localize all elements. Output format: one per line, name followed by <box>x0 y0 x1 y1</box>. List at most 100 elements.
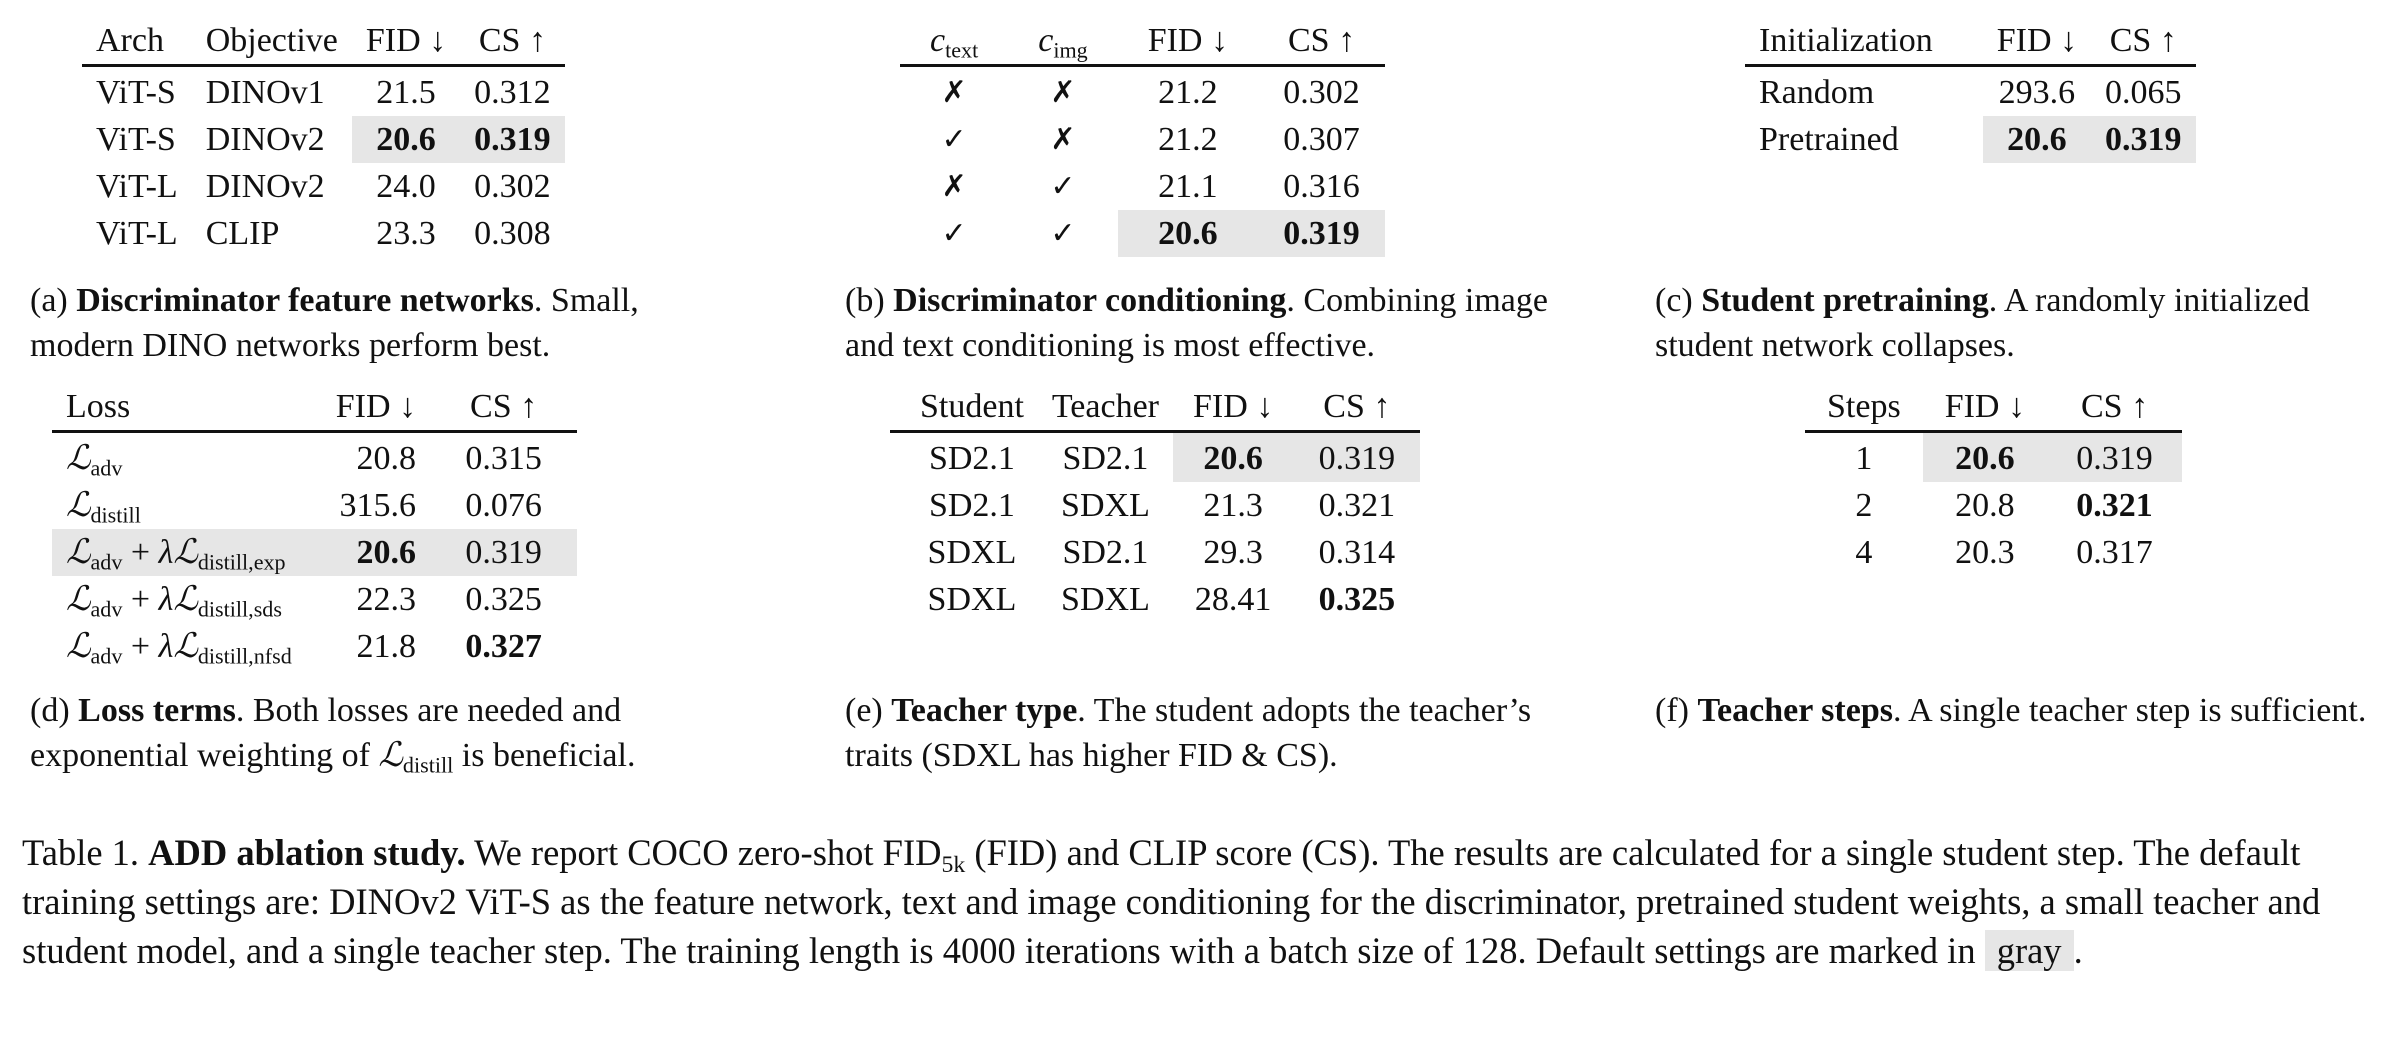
table-row: ViT-L CLIP 23.3 0.308 <box>82 210 565 257</box>
cell-img-cond: ✓ <box>1050 168 1076 204</box>
caption-title: Student pretraining <box>1701 282 1989 319</box>
fid-subscript: 5k <box>941 852 966 879</box>
header-cs: CS ↑ <box>2109 22 2177 59</box>
table-row: 2 20.8 0.321 <box>1805 482 2182 529</box>
table-row: ✗ ✓ 21.1 0.316 <box>900 163 1385 210</box>
panel-a: Arch Objective FID ↓ CS ↑ ViT-S DINOv1 2… <box>82 22 565 257</box>
cell-fid: 21.2 <box>1158 73 1218 111</box>
caption-title: Loss terms <box>78 692 236 729</box>
cell-cs-default: 0.319 <box>430 529 578 576</box>
table-e-teacher-type: Student Teacher FID ↓ CS ↑ SD2.1 SD2.1 2… <box>890 388 1421 623</box>
table-row: Pretrained 20.6 0.319 <box>1745 116 2196 163</box>
cell-fid: 21.3 <box>1203 486 1263 524</box>
panel-b: ctext cimg FID ↓ CS ↑ ✗ ✗ 21.2 0.302 ✓ ✗… <box>900 22 1386 257</box>
cell-student: SDXL <box>927 533 1017 571</box>
cell-cs: 0.316 <box>1283 167 1360 205</box>
cell-fid: 20.8 <box>356 439 417 477</box>
table-e-header: Student Teacher FID ↓ CS ↑ <box>890 388 1421 432</box>
cell-loss-adv-distill-exp: ℒadv + λℒdistill,exp <box>52 529 306 576</box>
table-d-header: Loss FID ↓ CS ↑ <box>52 388 578 432</box>
table-row: ✓ ✗ 21.2 0.307 <box>900 116 1385 163</box>
caption-c: (c) Student pretraining. A randomly init… <box>1655 278 2375 368</box>
cell-cs-default: 0.319 <box>2046 431 2183 482</box>
cell-text-cond: ✓ <box>941 121 967 157</box>
cell-steps: 1 <box>1855 439 1873 477</box>
cell-fid: 23.3 <box>376 214 436 252</box>
cell-cs: 0.321 <box>1318 486 1396 524</box>
cell-cs: 0.315 <box>465 439 542 477</box>
cell-cs-default: 0.319 <box>1293 431 1421 482</box>
table-row: ViT-S DINOv2 20.6 0.319 <box>82 116 565 163</box>
table-f-header: Steps FID ↓ CS ↑ <box>1805 388 2183 432</box>
header-c-img: cimg <box>1038 22 1088 63</box>
caption-text: . A single teacher step is sufficient. <box>1892 692 2367 729</box>
header-arch: Arch <box>96 22 164 59</box>
cell-fid: 21.5 <box>376 73 436 111</box>
caption-d: (d) Loss terms. Both losses are needed a… <box>30 692 636 778</box>
cell-cs-best: 0.327 <box>465 627 542 665</box>
caption-text: . Both losses are needed and exponential… <box>30 692 622 774</box>
cell-objective: CLIP <box>205 214 280 252</box>
header-initialization: Initialization <box>1759 22 1933 59</box>
cell-cs-default: 0.319 <box>460 116 565 163</box>
cell-fid: 21.8 <box>356 627 417 665</box>
table-caption-text-3: . <box>2073 930 2083 971</box>
table-row: ℒdistill 315.6 0.076 <box>52 482 577 529</box>
caption-title: Discriminator conditioning <box>893 282 1287 319</box>
table-c-pretraining: Initialization FID ↓ CS ↑ Random 293.6 0… <box>1745 22 2196 163</box>
cell-cs-best: 0.325 <box>1318 580 1396 618</box>
cell-cs: 0.317 <box>2076 533 2153 571</box>
cell-cs: 0.076 <box>465 486 542 524</box>
cell-text-cond: ✗ <box>941 168 967 204</box>
caption-e: (e) Teacher type. The student adopts the… <box>845 688 1565 778</box>
cell-cs-default: 0.319 <box>2091 116 2196 163</box>
table-b-header: ctext cimg FID ↓ CS ↑ <box>900 22 1386 66</box>
table-row: SD2.1 SD2.1 20.6 0.319 <box>890 431 1421 482</box>
header-cs: CS ↑ <box>2080 388 2149 425</box>
table-row: ViT-L DINOv2 24.0 0.302 <box>82 163 565 210</box>
table-d-loss-terms: Loss FID ↓ CS ↑ ℒadv 20.8 0.315 ℒdistill… <box>52 388 578 670</box>
cell-objective: DINOv2 <box>205 120 325 158</box>
cell-arch: ViT-L <box>96 214 178 252</box>
table-b-conditioning: ctext cimg FID ↓ CS ↑ ✗ ✗ 21.2 0.302 ✓ ✗… <box>900 22 1386 257</box>
cell-fid: 29.3 <box>1203 533 1263 571</box>
cell-cs: 0.314 <box>1318 533 1396 571</box>
cell-loss-adv-distill-sds: ℒadv + λℒdistill,sds <box>66 579 282 622</box>
header-cs: CS ↑ <box>1288 22 1356 59</box>
caption-text-end: is beneficial. <box>453 737 636 774</box>
caption-label: (d) <box>30 692 70 729</box>
cell-fid-default: 20.6 <box>1922 431 2047 482</box>
table-title: ADD ablation study. <box>148 832 466 873</box>
cell-teacher: SDXL <box>1061 486 1150 524</box>
cell-img-cond: ✗ <box>1050 121 1076 157</box>
cell-cs: 0.308 <box>474 214 551 252</box>
cell-steps: 4 <box>1855 533 1873 571</box>
cell-fid: 24.0 <box>376 167 436 205</box>
table-row: ℒadv + λℒdistill,sds 22.3 0.325 <box>52 576 577 623</box>
header-fid: FID ↓ <box>365 22 447 59</box>
table-row: 1 20.6 0.319 <box>1805 431 2183 482</box>
panel-e: Student Teacher FID ↓ CS ↑ SD2.1 SD2.1 2… <box>890 388 1421 623</box>
caption-f: (f) Teacher steps. A single teacher step… <box>1655 688 2375 733</box>
cell-img-cond: ✗ <box>1050 74 1076 110</box>
header-objective: Objective <box>205 22 338 59</box>
caption-label: (e) <box>845 692 883 729</box>
header-student: Student <box>920 388 1024 425</box>
caption-label: (a) <box>30 282 68 319</box>
cell-cs: 0.302 <box>1283 73 1360 111</box>
table-row: ℒadv + λℒdistill,exp 20.6 0.319 <box>52 529 578 576</box>
cell-fid: 21.2 <box>1158 120 1218 158</box>
cell-fid-default: 20.6 <box>351 116 461 163</box>
panel-d: Loss FID ↓ CS ↑ ℒadv 20.8 0.315 ℒdistill… <box>52 388 578 670</box>
cell-arch: ViT-S <box>96 73 176 111</box>
cell-initialization: Random <box>1759 73 1875 111</box>
cell-objective: DINOv1 <box>205 73 325 111</box>
cell-fid: 315.6 <box>339 486 417 524</box>
cell-teacher: SDXL <box>1061 580 1150 618</box>
header-fid: FID ↓ <box>1147 22 1228 59</box>
cell-loss-distill: ℒdistill <box>66 485 141 528</box>
table-row: ℒadv + λℒdistill,nfsd 21.8 0.327 <box>52 623 577 670</box>
caption-title: Teacher steps <box>1697 692 1893 729</box>
caption-b: (b) Discriminator conditioning. Combinin… <box>845 278 1565 368</box>
table-caption-text-2: (FID) and CLIP score (CS). The results a… <box>22 832 2321 971</box>
